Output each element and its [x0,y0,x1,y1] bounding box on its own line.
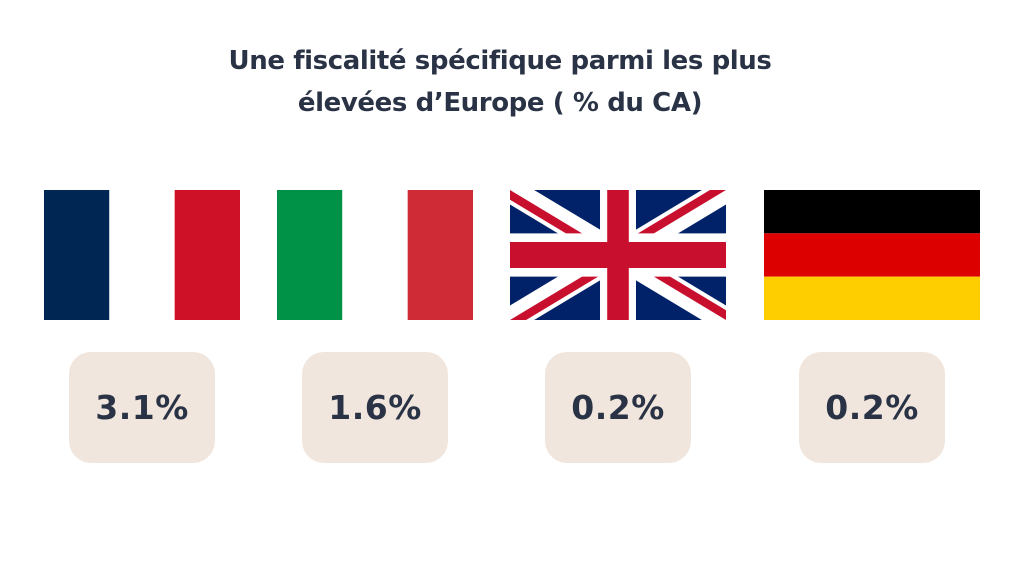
uk-flag-icon [510,190,726,320]
france-flag-icon [44,190,240,320]
italy-flag-icon [277,190,473,320]
value-label-germany: 0.2% [799,352,945,463]
chart-title-line-2: élevées d’Europe ( % du CA) [297,88,703,118]
value-label-france: 3.1% [69,352,215,463]
chart-title: Une fiscalité spécifique parmi les plus … [0,40,1000,124]
chart-title-line-1: Une fiscalité spécifique parmi les plus [228,46,772,76]
value-label-uk: 0.2% [545,352,691,463]
germany-flag-icon [764,190,980,320]
value-label-italy: 1.6% [302,352,448,463]
